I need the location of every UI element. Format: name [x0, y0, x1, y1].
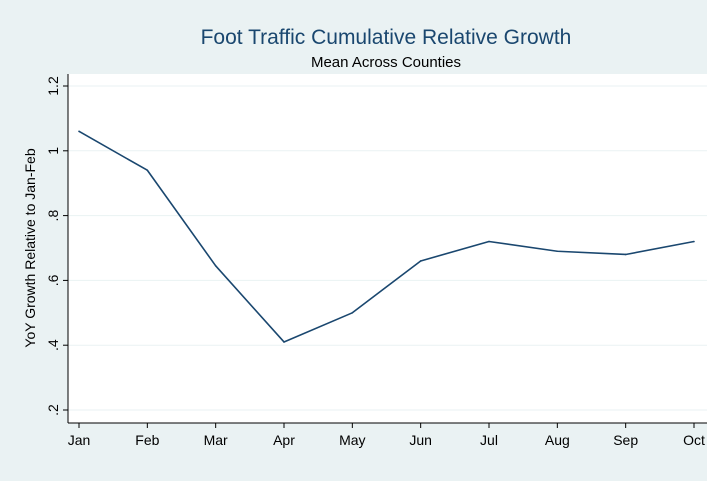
x-tick-label: Jun	[409, 432, 432, 448]
x-tick-label: Oct	[683, 432, 705, 448]
x-tick-label: Aug	[545, 432, 570, 448]
axes: .2 .4 .6 .8 1 1.2 Jan Feb Mar Apr May Jun Jul Aug Sep O…	[45, 74, 707, 448]
x-tick-label: Jan	[68, 432, 91, 448]
x-tick-label: Jul	[480, 432, 498, 448]
x-tick-label: Mar	[204, 432, 228, 448]
data-point	[283, 341, 285, 343]
x-tick-label: Feb	[135, 432, 159, 448]
data-point	[488, 240, 490, 243]
y-axis-label: YoY Growth Relative to Jan-Feb	[22, 148, 38, 347]
chart-title: Foot Traffic Cumulative Relative Growth	[201, 26, 572, 49]
y-tick-label: .2	[45, 404, 61, 416]
data-point	[556, 250, 559, 253]
grid-lines	[68, 85, 707, 411]
data-point	[146, 169, 149, 172]
chart-subtitle: Mean Across Counties	[311, 54, 461, 71]
data-point	[214, 265, 217, 267]
y-tick-label: 1	[45, 147, 61, 155]
y-tick-label: 1.2	[45, 76, 61, 96]
data-point	[78, 130, 80, 133]
plot-area	[68, 74, 707, 423]
y-tick-label: .8	[45, 210, 61, 222]
data-point	[624, 253, 627, 256]
data-point	[419, 260, 422, 262]
y-tick-label: .4	[45, 339, 61, 351]
data-point	[693, 240, 695, 243]
y-tick-label: .6	[45, 274, 61, 286]
x-tick-label: Apr	[273, 432, 295, 448]
series-lines	[78, 130, 695, 343]
series-line	[78, 130, 695, 343]
data-point	[351, 312, 354, 314]
x-tick-label: May	[339, 432, 365, 448]
x-tick-label: Sep	[613, 432, 638, 448]
